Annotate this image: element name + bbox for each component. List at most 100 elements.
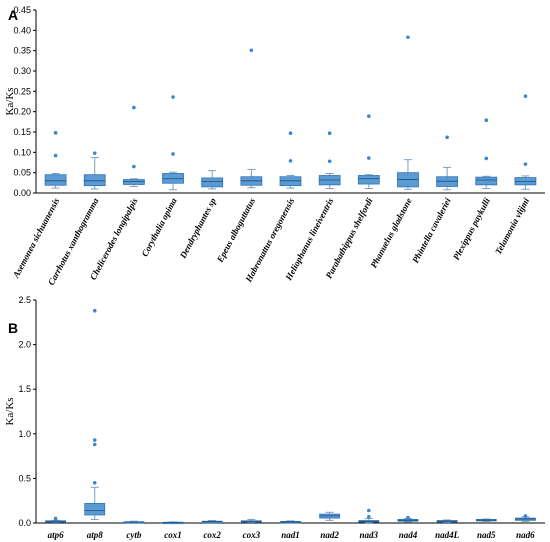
y-tick-label: 0.45: [13, 5, 31, 15]
box-group: [122, 105, 145, 187]
y-tick-label: 0.0: [18, 518, 31, 528]
category-label: nad2: [320, 530, 339, 540]
outlier-point: [445, 135, 449, 140]
y-tick-label: 0.40: [13, 25, 31, 35]
category-label: cox3: [243, 530, 261, 540]
y-tick-label: 1.0: [18, 429, 31, 439]
outlier-point: [249, 48, 254, 53]
box: [201, 177, 224, 188]
box-group: [83, 151, 106, 190]
box-group: [279, 131, 302, 189]
outlier-point: [327, 131, 332, 136]
box: [514, 177, 537, 186]
outlier-point: [53, 516, 58, 521]
box: [84, 502, 106, 516]
box-group: [514, 94, 537, 190]
y-tick-label: 0.05: [13, 168, 31, 178]
category-label: cox1: [164, 530, 182, 540]
box-group: [84, 308, 106, 520]
outlier-point: [92, 481, 97, 485]
category-label: Epeus alboguttatus: [214, 196, 257, 265]
category-label: Phintella cavaleriei: [410, 196, 453, 265]
y-tick-label: 0.30: [13, 66, 31, 76]
box-group: [397, 35, 419, 190]
box-group: [436, 135, 459, 191]
box-group: [280, 520, 301, 524]
y-axis-label: Ka/Ks: [4, 397, 16, 425]
box-group: [240, 518, 262, 523]
box-group: [358, 508, 380, 524]
outlier-point: [484, 118, 489, 123]
outlier-point: [171, 95, 175, 99]
category-label: Phanuelus gladstone: [368, 196, 413, 269]
outlier-point: [406, 515, 410, 520]
box-group: [318, 131, 341, 190]
outlier-point: [132, 105, 136, 110]
box-group: [44, 131, 67, 189]
outlier-point: [367, 514, 371, 519]
outlier-point: [288, 131, 293, 136]
outlier-point: [92, 308, 97, 313]
category-label: Corythalia opima: [140, 196, 179, 258]
panel-label: B: [8, 320, 18, 336]
outlier-point: [523, 162, 528, 166]
box: [279, 176, 302, 187]
category-label: atp6: [48, 530, 65, 540]
box-group: [436, 519, 458, 523]
category-label: cytb: [126, 530, 141, 540]
box-group: [201, 520, 223, 524]
box: [162, 173, 184, 184]
y-tick-label: 0.35: [13, 46, 31, 56]
outlier-point: [523, 514, 528, 518]
outlier-point: [53, 131, 58, 135]
y-axis-label: Ka/Ks: [4, 87, 16, 115]
box-group: [240, 48, 263, 189]
outlier-point: [92, 442, 97, 447]
outlier-point: [484, 156, 489, 161]
outlier-point: [288, 159, 293, 163]
box-group: [45, 516, 66, 523]
y-tick-label: 0.10: [13, 147, 31, 157]
category-label: Plexippus paykulli: [451, 196, 492, 262]
y-tick-label: 2.0: [18, 340, 31, 350]
panel-label: A: [8, 7, 18, 23]
outlier-point: [171, 152, 175, 156]
box: [475, 176, 498, 186]
outlier-point: [92, 151, 97, 155]
box: [44, 174, 67, 186]
y-tick-label: 0.25: [13, 86, 31, 96]
outlier-point: [327, 159, 332, 164]
box: [436, 176, 459, 187]
y-tick-label: 0.5: [18, 473, 31, 483]
box-group: [475, 118, 498, 190]
category-label: nad4L: [435, 530, 460, 540]
category-label: Dendryphantes sp: [177, 196, 218, 261]
category-label: nad4: [399, 530, 418, 540]
box-group: [397, 515, 419, 523]
category-label: Telamonia vlijmi: [493, 196, 531, 256]
y-tick-label: 0.20: [13, 107, 31, 117]
outlier-point: [92, 438, 97, 442]
box-group: [475, 518, 497, 522]
y-tick-label: 2.5: [18, 295, 31, 305]
outlier-point: [406, 35, 410, 40]
panel-a-chart: A 0.00 0.05 0.10 0.15 0.20 0.25 0.30 0.35 0.40 0.4…: [4, 5, 545, 287]
outlier-point: [367, 508, 371, 513]
category-label: nad5: [477, 530, 496, 540]
category-label: cox2: [203, 530, 221, 540]
outlier-point: [367, 156, 371, 160]
category-label: nad6: [516, 530, 535, 540]
box-group: [162, 521, 184, 525]
box: [83, 174, 106, 187]
outlier-point: [132, 164, 136, 169]
box-group: [357, 114, 380, 190]
box-group: [201, 170, 224, 190]
box-group: [515, 514, 536, 522]
y-tick-label: 0.15: [13, 127, 31, 137]
outlier-point: [367, 114, 371, 118]
box-group: [123, 520, 145, 524]
y-tick-label: 1.5: [18, 384, 31, 394]
box-group: [319, 511, 341, 521]
box: [357, 175, 380, 185]
